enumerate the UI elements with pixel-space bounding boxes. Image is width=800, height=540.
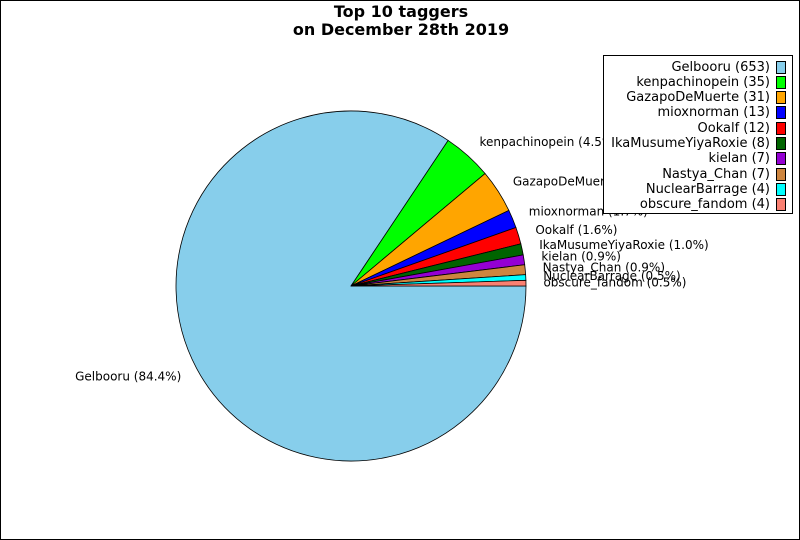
legend-label: NuclearBarrage (4) <box>645 181 770 197</box>
legend-swatch <box>776 137 786 150</box>
legend-swatch <box>776 198 786 212</box>
legend-label: kielan (7) <box>708 151 770 167</box>
legend-label: Nastya_Chan (7) <box>662 166 770 182</box>
legend-label: IkaMusumeYiyaRoxie (8) <box>611 136 770 151</box>
pie-slice-obscure_fandom <box>350 279 527 287</box>
legend-item-GazapoDeMuerte: GazapoDeMuerte (31) <box>626 90 786 106</box>
slice-label-Nastya_Chan: Nastya_Chan (0.9%) <box>543 261 665 275</box>
slice-label-obscure_fandom: obscure_fandom (0.5%) <box>543 275 686 289</box>
legend-swatch <box>776 121 786 135</box>
legend-item-kielan: kielan (7) <box>708 151 786 167</box>
legend-swatch <box>776 152 786 166</box>
chart-title-line-2: on December 28th 2019 <box>292 20 510 39</box>
legend-swatch <box>776 91 786 105</box>
legend-item-Ookalf: Ookalf (12) <box>698 120 786 136</box>
slice-label-IkaMusumeYiyaRoxie: IkaMusumeYiyaRoxie (1.0%) <box>539 238 708 252</box>
legend-swatch <box>776 75 786 89</box>
legend-label: kenpachinopein (35) <box>636 74 770 90</box>
legend-item-kenpachinopein: kenpachinopein (35) <box>636 74 786 90</box>
legend-item-IkaMusumeYiyaRoxie: IkaMusumeYiyaRoxie (8) <box>611 136 786 152</box>
legend-swatch <box>776 182 786 196</box>
slice-label-Ookalf: Ookalf (1.6%) <box>535 223 617 237</box>
legend-swatch <box>776 167 786 181</box>
chart-legend: Gelbooru (653) kenpachinopein (35) GazapoD… <box>603 55 793 214</box>
slice-label-Gelbooru: Gelbooru (84.4%) <box>75 369 181 383</box>
slice-label-kielan: kielan (0.9%) <box>541 250 621 264</box>
legend-label: Gelbooru (653) <box>671 59 770 75</box>
legend-swatch <box>776 106 786 120</box>
chart-title: Top 10 taggers on December 28th 2019 <box>1 2 799 39</box>
slice-label-NuclearBarrage: NuclearBarrage (0.5%) <box>543 269 680 283</box>
legend-label: obscure_fandom (4) <box>639 197 770 213</box>
legend-item-Gelbooru: Gelbooru (653) <box>671 59 786 75</box>
legend-item-Nastya_Chan: Nastya_Chan (7) <box>662 166 786 182</box>
legend-label: GazapoDeMuerte (31) <box>626 90 770 106</box>
legend-item-obscure_fandom: obscure_fandom (4) <box>640 197 786 213</box>
slice-label-kenpachinopein: kenpachinopein (4.5%) <box>479 135 618 149</box>
chart-title-line-1: Top 10 taggers <box>333 2 469 21</box>
legend-swatch <box>776 60 786 74</box>
legend-item-NuclearBarrage: NuclearBarrage (4) <box>646 181 786 197</box>
legend-label: Ookalf (12) <box>697 120 770 136</box>
legend-label: mioxnorman (13) <box>657 105 770 121</box>
legend-item-mioxnorman: mioxnorman (13) <box>657 105 786 121</box>
